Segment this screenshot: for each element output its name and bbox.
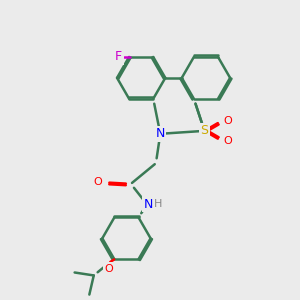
Text: N: N [144, 198, 153, 211]
Text: N: N [156, 127, 165, 140]
Text: O: O [104, 264, 113, 274]
Text: S: S [200, 124, 208, 137]
Text: H: H [154, 200, 162, 209]
Text: O: O [224, 116, 233, 126]
Text: O: O [224, 136, 233, 146]
Text: O: O [94, 177, 102, 188]
Text: F: F [115, 50, 122, 64]
